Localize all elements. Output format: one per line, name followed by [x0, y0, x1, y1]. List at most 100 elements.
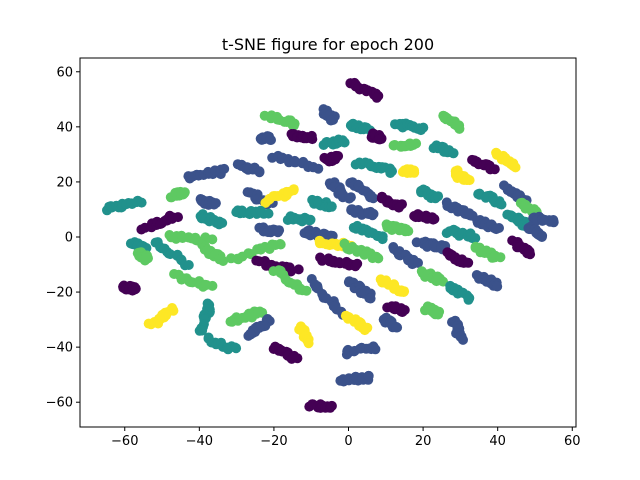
scatter-point	[325, 115, 336, 126]
y-tick-label: −60	[46, 396, 73, 411]
x-tick-label: −40	[186, 434, 213, 449]
x-tick-label: 40	[489, 434, 506, 449]
scatter-point	[178, 189, 189, 200]
scatter-point	[454, 123, 465, 134]
scatter-point	[173, 212, 183, 223]
scatter-point	[285, 266, 296, 277]
scatter-point	[288, 120, 299, 131]
plot-frame	[79, 57, 577, 428]
scatter-point	[510, 162, 521, 173]
scatter-point	[337, 135, 348, 146]
scatter-point	[448, 148, 459, 159]
scatter-point	[463, 294, 474, 305]
scatter-point	[143, 253, 153, 264]
scatter-point	[458, 334, 468, 345]
scatter-point	[428, 214, 439, 225]
y-tick-label: −20	[46, 286, 73, 301]
scatter-point	[548, 215, 559, 225]
x-axis: −60 −40 −20 0 20 40 60	[111, 427, 581, 449]
scatter-point	[371, 92, 382, 103]
scatter-point	[326, 201, 337, 212]
scatter-point	[225, 316, 236, 327]
scatter-point	[265, 134, 276, 145]
x-tick-label: 0	[344, 434, 352, 449]
scatter-point	[305, 214, 316, 225]
scatter-point	[536, 232, 547, 242]
y-axis: −60 −40 −20 0 20 40 60	[46, 65, 80, 411]
y-tick-label: 40	[56, 120, 73, 135]
scatter-point	[492, 281, 503, 292]
scatter-point	[430, 307, 441, 318]
scatter-point	[464, 208, 475, 219]
scatter-point	[219, 163, 230, 174]
scatter-point	[326, 401, 337, 412]
scatter-point	[345, 192, 356, 203]
scatter-point	[275, 239, 286, 249]
scatter-point	[243, 330, 254, 341]
scatter-point	[352, 258, 363, 269]
x-tick-label: 60	[564, 434, 581, 449]
scatter-point	[408, 140, 419, 150]
scatter-point	[306, 130, 317, 141]
x-tick-label: 20	[415, 434, 432, 449]
scatter-point	[374, 134, 385, 145]
scatter-point	[288, 351, 299, 362]
scatter-point	[288, 184, 299, 195]
scatter-point	[397, 306, 408, 317]
scatter-point	[303, 338, 314, 349]
scatter-point	[293, 264, 304, 275]
scatter-point	[183, 260, 194, 270]
scatter-point	[371, 251, 382, 262]
scatter-point	[143, 318, 154, 329]
scatter-point	[313, 163, 324, 174]
scatter-point	[491, 224, 502, 235]
scatter-point	[254, 166, 265, 177]
scatter-point	[470, 233, 481, 244]
scatter-point	[197, 325, 208, 336]
scatter-point	[496, 199, 507, 210]
scatter-point	[409, 165, 420, 176]
y-tick-label: 20	[56, 175, 73, 190]
scatter-point	[393, 202, 404, 213]
scatter-point	[207, 280, 218, 291]
scatter-point	[359, 325, 370, 336]
scatter-point	[391, 322, 401, 333]
y-tick-label: −40	[46, 341, 73, 356]
y-tick-label: 0	[65, 230, 73, 245]
x-tick-label: −20	[260, 434, 287, 449]
scatter-point	[231, 343, 242, 354]
scatter-point	[263, 208, 274, 219]
scatter-point	[463, 257, 474, 268]
x-tick-label: −60	[111, 434, 138, 449]
scatter-point	[416, 124, 427, 135]
scatter-point	[136, 197, 147, 208]
scatter-point	[210, 198, 221, 209]
scatter-point	[368, 208, 379, 219]
scatter-point	[368, 342, 379, 353]
scatter-point	[489, 164, 500, 175]
scatter-point	[403, 226, 414, 237]
scatter-point	[327, 230, 338, 241]
scatter-point	[130, 283, 141, 294]
scatter-point	[524, 246, 535, 257]
scatter-point	[301, 285, 312, 296]
scatter-point	[365, 293, 376, 304]
scatter-point	[207, 234, 218, 245]
scatter-point	[413, 257, 423, 268]
chart-title: t-SNE figure for epoch 200	[222, 35, 434, 54]
scatter-point	[217, 218, 228, 228]
scatter-point	[385, 168, 396, 178]
scatter-point	[218, 256, 229, 266]
scatter-points	[102, 77, 559, 413]
scatter-point	[333, 151, 344, 161]
y-tick-label: 60	[56, 65, 73, 80]
scatter-point	[377, 234, 388, 245]
scatter-point	[398, 287, 409, 297]
scatter-point	[368, 193, 379, 204]
scatter-point	[495, 252, 506, 263]
scatter-point	[462, 174, 473, 185]
scatter-point	[274, 225, 285, 236]
scatter-point	[433, 191, 444, 202]
scatter-point	[363, 370, 374, 381]
